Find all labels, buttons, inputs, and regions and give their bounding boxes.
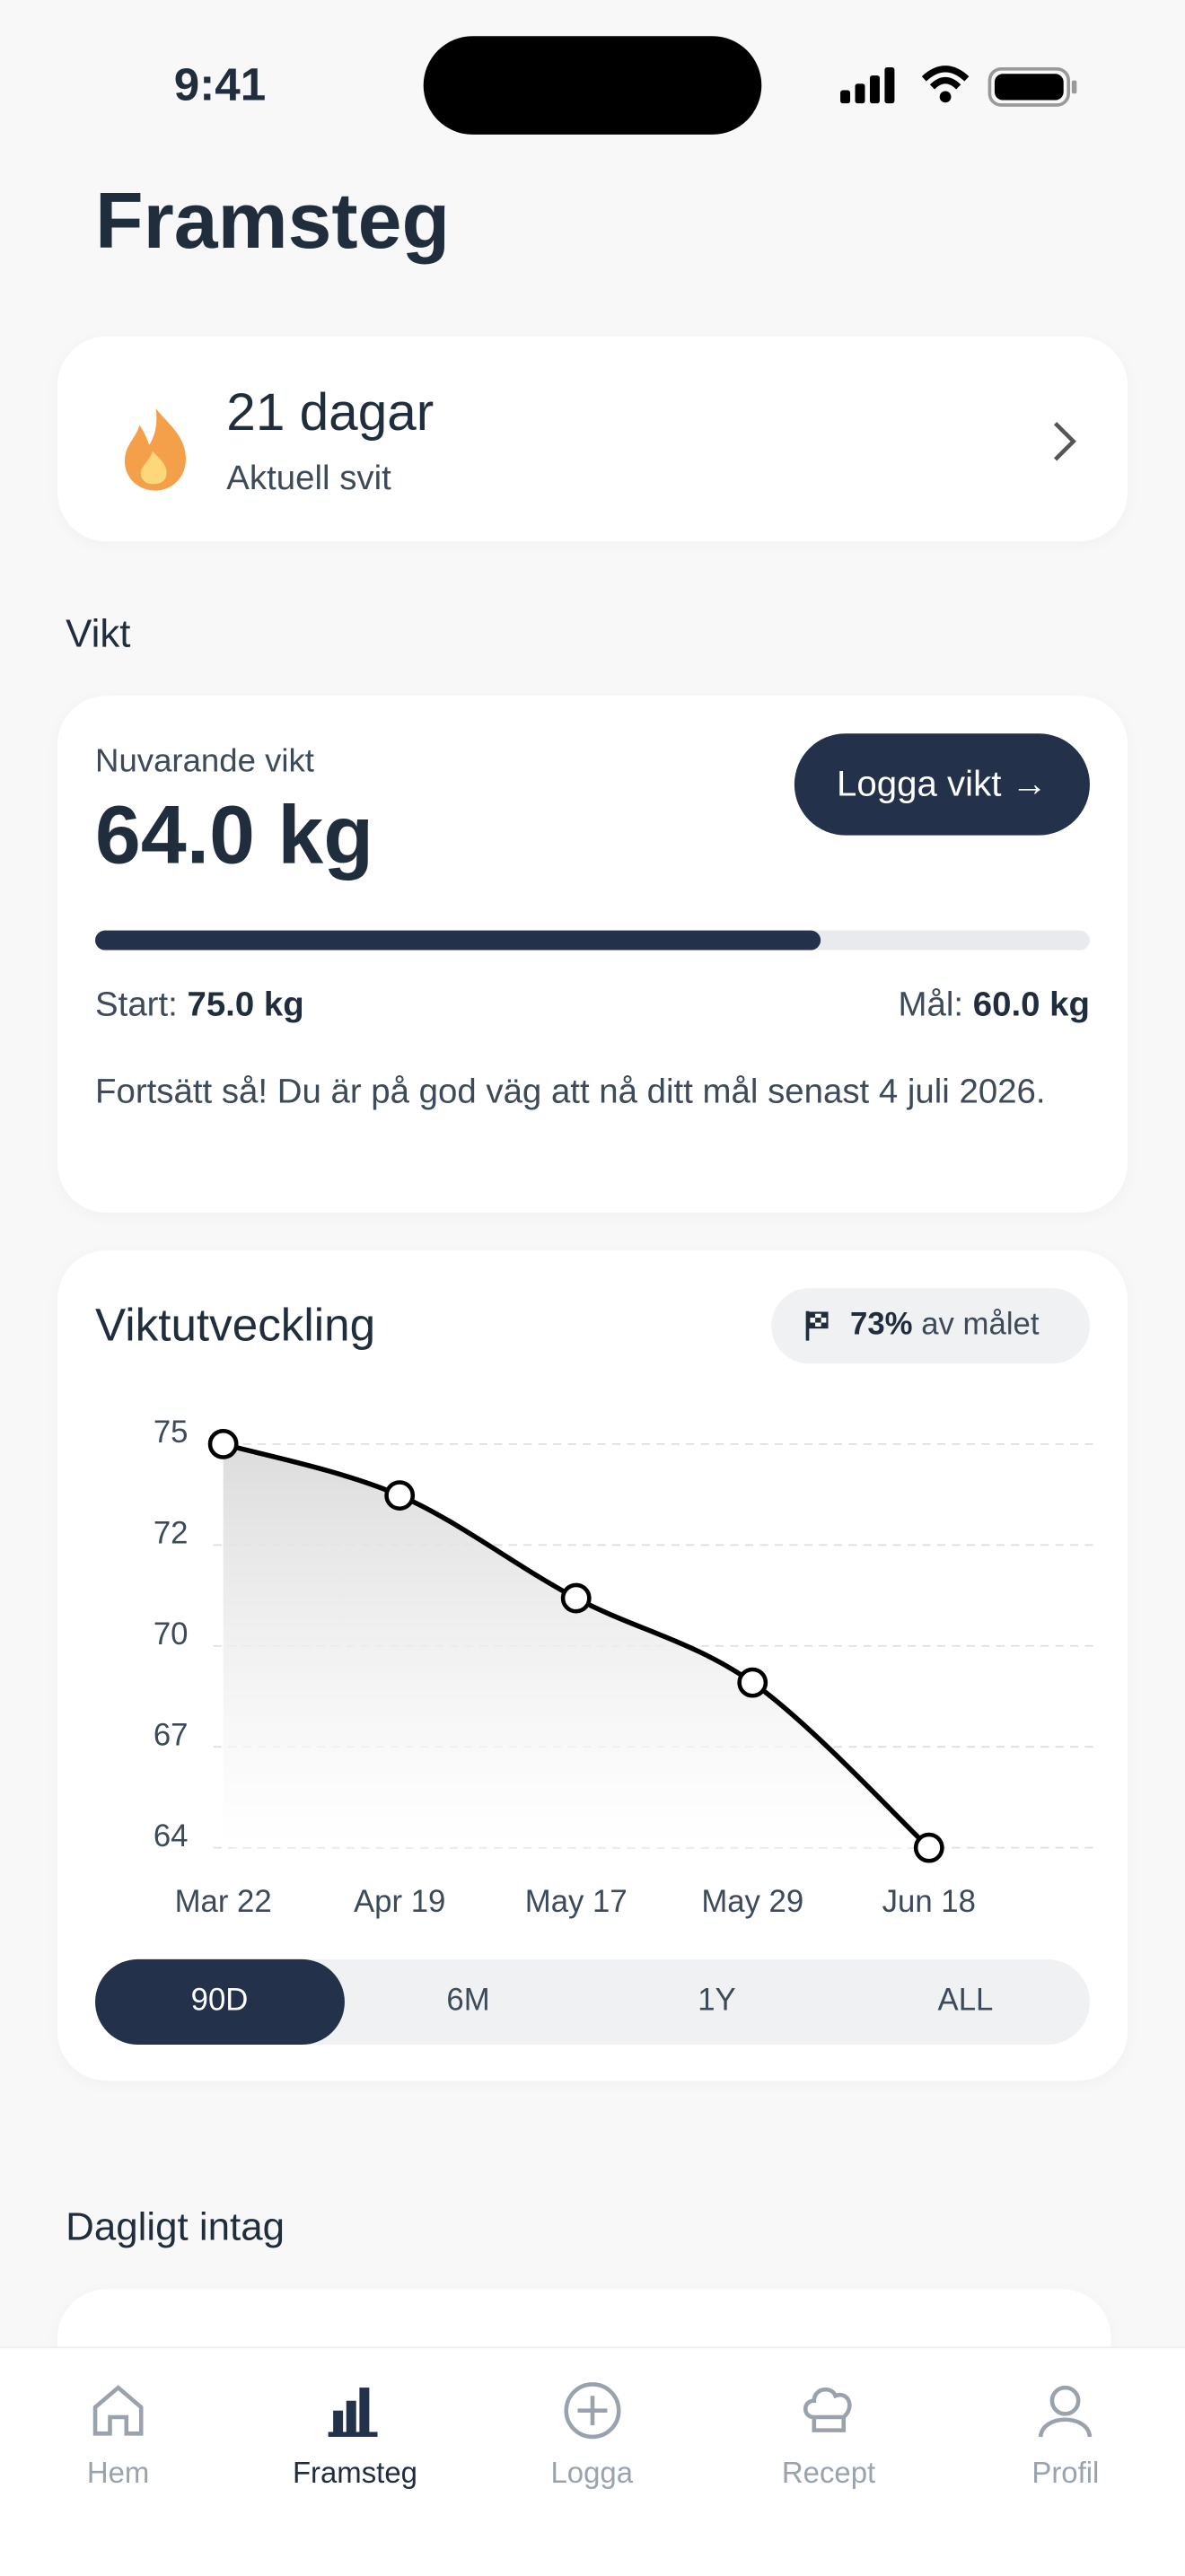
start-weight: 75.0 kg	[187, 986, 304, 1024]
tab[interactable]: Hem	[20, 2378, 216, 2526]
chevron	[1053, 422, 1076, 461]
goal-label: Mål:	[898, 986, 964, 1024]
tab[interactable]: Recept	[730, 2378, 926, 2526]
flame-icon	[124, 408, 186, 491]
streak-card[interactable]: 21 dagar Aktuell svit	[57, 336, 1128, 542]
chart-card: Viktutveckling 73% av målet 90D 6M 1Y ALL	[57, 1250, 1128, 2081]
tab-label: Logga	[550, 2456, 634, 2490]
progress-track	[95, 930, 1090, 951]
tab[interactable]: Logga	[494, 2378, 690, 2526]
flag-icon	[805, 1310, 829, 1341]
tab-icon	[1039, 2385, 1093, 2438]
dynamic-island	[423, 36, 762, 135]
range-option[interactable]: ALL	[937, 1984, 994, 2019]
goal-badge: 73% av målet	[771, 1288, 1090, 1364]
start-label: Start:	[95, 986, 178, 1024]
tab-label: Hem	[86, 2456, 150, 2490]
progress-fill	[95, 930, 821, 951]
tab-label: Recept	[781, 2456, 876, 2490]
start-row: Start: 75.0 kg	[95, 986, 304, 1026]
tab-label: Profil	[1031, 2456, 1100, 2490]
chart-title: Viktutveckling	[95, 1299, 376, 1351]
tab[interactable]: Framsteg	[257, 2378, 453, 2526]
badge-suffix: av målet	[921, 1308, 1040, 1343]
goal-row: Mål: 60.0 kg	[899, 986, 1090, 1026]
range-option[interactable]: 90D	[95, 1958, 345, 2045]
weight-card: Nuvarande vikt 64.0 kg Logga vikt → Star…	[57, 696, 1128, 1214]
section-title: Vikt	[66, 611, 131, 657]
tab-bar: Hem Framsteg Logga Recept Profil	[0, 2346, 1185, 2576]
tab[interactable]: Profil	[967, 2378, 1163, 2526]
badge-percent: 73%	[850, 1308, 913, 1343]
current-weight: 64.0 kg	[95, 789, 374, 881]
section-title: Dagligt intag	[66, 2205, 285, 2250]
tab-icon	[563, 2382, 620, 2440]
log-weight-button[interactable]: Logga vikt →	[794, 733, 1090, 836]
streak-days: 21 dagar	[226, 381, 434, 442]
tab-icon	[92, 2385, 144, 2436]
streak-label: Aktuell svit	[226, 459, 391, 497]
status-icons	[840, 66, 1077, 107]
message: Fortsätt så! Du är på god väg att nå dit…	[95, 1073, 1046, 1111]
current-label: Nuvarande vikt	[95, 743, 314, 780]
page-title: Framsteg	[95, 179, 451, 267]
range-option[interactable]: 1Y	[698, 1984, 736, 2019]
tab-icon	[329, 2388, 379, 2437]
range-option[interactable]: 6M	[446, 1984, 490, 2019]
status-time: 9:41	[173, 58, 267, 110]
tab-icon	[803, 2388, 852, 2432]
tab-label: Framsteg	[292, 2456, 417, 2490]
goal-weight: 60.0 kg	[972, 986, 1090, 1024]
range-selector: 90D 6M 1Y ALL	[95, 1958, 1090, 2045]
badge-text: 73% av målet	[850, 1288, 1039, 1363]
